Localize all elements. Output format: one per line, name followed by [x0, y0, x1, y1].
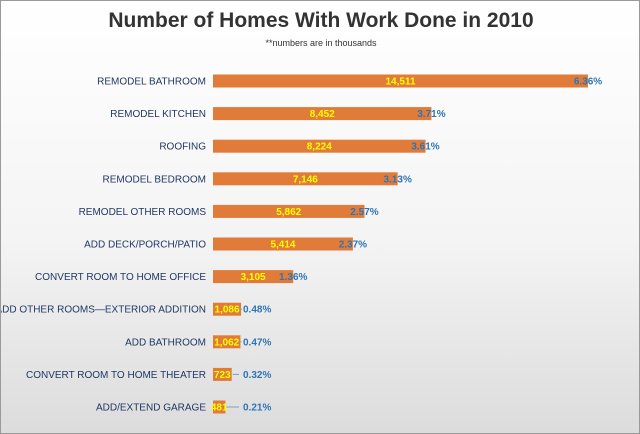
category-label: CONVERT ROOM TO HOME OFFICE — [35, 272, 206, 283]
category-label: ADD BATHROOM — [125, 337, 206, 348]
value-label: 8,224 — [307, 142, 332, 153]
percent-label: 0.21% — [243, 403, 271, 414]
value-label: 5,862 — [276, 207, 301, 218]
value-label: 14,511 — [385, 77, 415, 88]
value-label: 5,414 — [270, 240, 295, 251]
bar — [213, 270, 294, 284]
bar — [213, 204, 365, 218]
percent-label: 3.61% — [411, 142, 439, 153]
percent-label: 6.36% — [574, 77, 602, 88]
value-label: 1,062 — [214, 337, 239, 348]
bar — [213, 400, 226, 414]
category-label: REMODEL OTHER ROOMS — [79, 207, 207, 218]
percent-label: 0.47% — [243, 337, 271, 348]
value-label: 3,105 — [241, 272, 266, 283]
category-label: ADD/EXTEND GARAGE — [96, 403, 206, 414]
value-label: 723 — [214, 370, 231, 381]
percent-label: 2.37% — [339, 240, 367, 251]
bar — [213, 74, 588, 88]
bar — [213, 237, 353, 251]
value-label: 8,452 — [310, 109, 335, 120]
category-label: ADD DECK/PORCH/PATIO — [84, 240, 206, 251]
percent-label: 2.57% — [350, 207, 378, 218]
bar — [213, 302, 242, 316]
category-label: ADD OTHER ROOMS—EXTERIOR ADDITION — [1, 305, 206, 316]
bar — [213, 367, 232, 381]
percent-label: 0.32% — [243, 370, 271, 381]
bar — [213, 107, 432, 121]
value-label: 1,086 — [215, 305, 240, 316]
percent-label: 3.13% — [383, 174, 411, 185]
category-label: REMODEL KITCHEN — [110, 109, 206, 120]
value-label: 7,146 — [293, 174, 318, 185]
value-label: 481 — [211, 403, 228, 414]
bar — [213, 335, 241, 349]
category-label: CONVERT ROOM TO HOME THEATER — [26, 370, 206, 381]
percent-label: 3.71% — [417, 109, 445, 120]
category-label: ROOFING — [159, 142, 206, 153]
category-label: REMODEL BEDROOM — [102, 174, 206, 185]
bar — [213, 172, 398, 186]
bar — [213, 139, 426, 153]
chart-title: Number of Homes With Work Done in 2010 — [108, 9, 534, 32]
percent-label: 1.36% — [279, 272, 307, 283]
category-label: REMODEL BATHROOM — [97, 77, 206, 88]
percent-label: 0.48% — [243, 305, 271, 316]
chart-subtitle: **numbers are in thousands — [265, 38, 377, 48]
